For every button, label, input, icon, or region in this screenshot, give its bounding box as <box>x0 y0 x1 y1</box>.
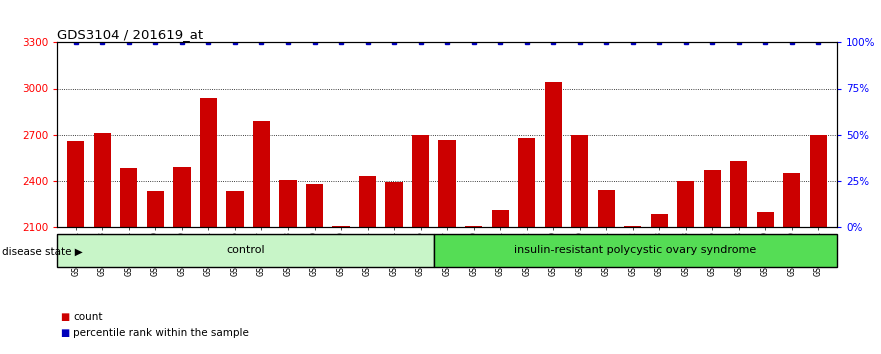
Text: GDS3104 / 201619_at: GDS3104 / 201619_at <box>57 28 204 41</box>
Bar <box>465 226 482 227</box>
Bar <box>412 135 429 227</box>
Text: control: control <box>226 245 265 256</box>
Bar <box>677 181 694 227</box>
Text: insulin-resistant polycystic ovary syndrome: insulin-resistant polycystic ovary syndr… <box>515 245 757 256</box>
Bar <box>147 191 164 227</box>
Bar <box>120 168 137 227</box>
Bar <box>67 141 85 227</box>
Bar <box>439 140 455 227</box>
Bar <box>518 138 536 227</box>
Bar <box>174 167 190 227</box>
Bar <box>359 176 376 227</box>
Bar <box>624 226 641 227</box>
Bar <box>544 82 562 227</box>
Bar <box>597 190 615 227</box>
Bar <box>279 180 297 227</box>
Bar <box>492 210 508 227</box>
Bar <box>226 191 243 227</box>
Bar <box>783 173 801 227</box>
Bar <box>200 98 217 227</box>
Text: percentile rank within the sample: percentile rank within the sample <box>73 328 249 338</box>
Bar <box>704 170 721 227</box>
Bar <box>386 182 403 227</box>
Bar <box>306 184 323 227</box>
Bar <box>433 234 837 267</box>
Text: disease state ▶: disease state ▶ <box>2 246 83 256</box>
Bar <box>57 234 433 267</box>
Text: count: count <box>73 312 102 322</box>
Bar <box>651 213 668 227</box>
Bar <box>93 133 111 227</box>
Text: ■: ■ <box>60 312 69 322</box>
Bar <box>571 135 589 227</box>
Bar <box>253 121 270 227</box>
Bar <box>810 135 827 227</box>
Bar <box>730 161 747 227</box>
Bar <box>332 226 350 227</box>
Text: ■: ■ <box>60 328 69 338</box>
Bar <box>757 212 774 227</box>
